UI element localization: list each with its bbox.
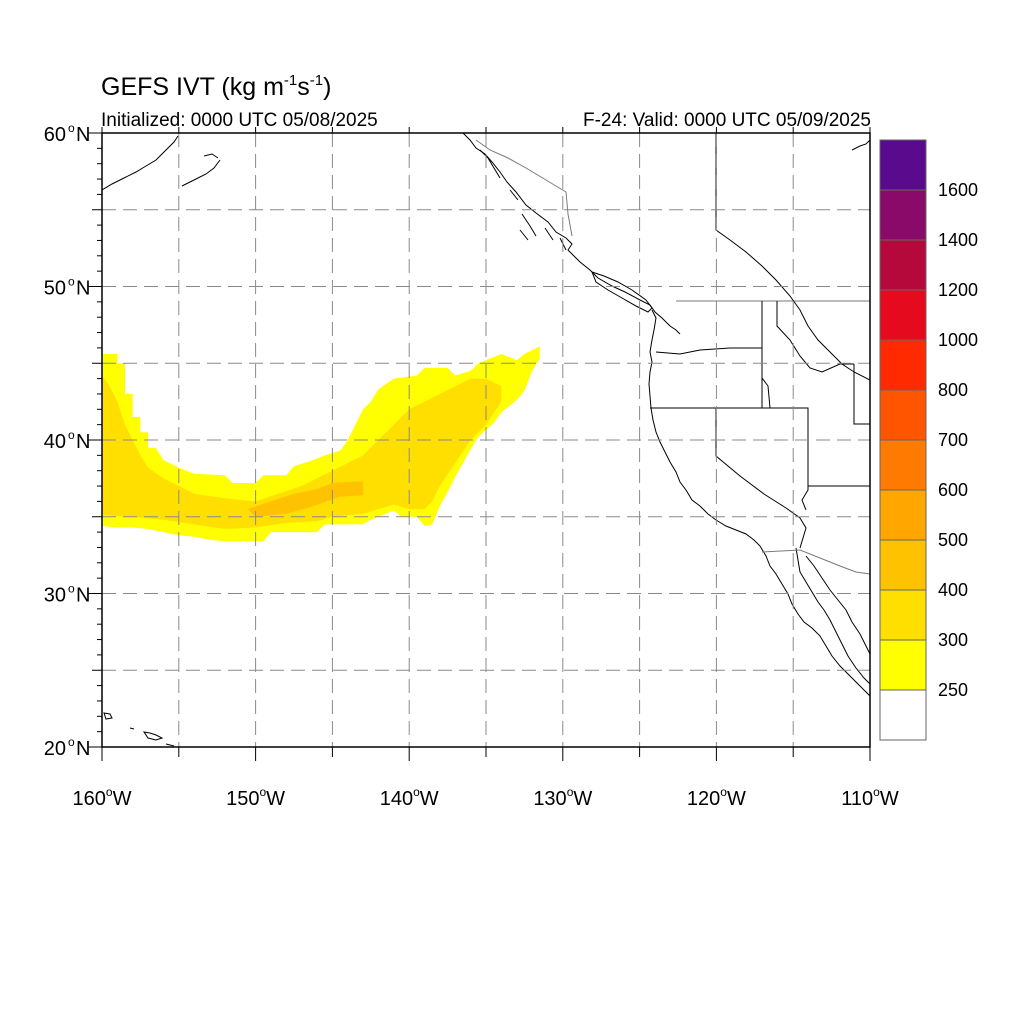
coastline-northeast-corner: [851, 139, 870, 151]
border-california-nevada: [715, 408, 807, 549]
border-us-mexico: [761, 549, 870, 575]
ivt-area-400-500: [247, 481, 364, 517]
ivt-area-300-400: [102, 375, 502, 529]
border-canada-alaska: [475, 139, 573, 237]
lat-label-hemi: N: [76, 124, 90, 146]
lat-label-hemi: N: [76, 431, 90, 453]
colorbar-bin: [879, 339, 927, 391]
lon-label-160: 160oW: [73, 785, 132, 810]
valid-time-label: F-24: Valid: 0000 UTC 05/09/2025: [583, 110, 871, 131]
lat-label-20: 20: [44, 738, 66, 760]
colorbar-bin: [879, 489, 927, 541]
axis-ticks: [88, 127, 871, 761]
lat-label-hemi: N: [76, 278, 90, 300]
colorbar-label-300: 300: [938, 630, 968, 650]
border-oregon-california: [650, 407, 870, 487]
colorbar-label-1400: 1400: [938, 230, 978, 250]
coastline-west-us: [648, 309, 870, 697]
ivt-shading: [102, 346, 540, 542]
colorbar-label-1600: 1600: [938, 180, 978, 200]
lat-label-50: 50: [44, 278, 66, 300]
lon-label-150: 150oW: [226, 785, 285, 810]
coastlines: [102, 133, 870, 747]
colorbar-bin: [879, 539, 927, 591]
lat-label-degree: o: [68, 735, 75, 749]
lat-label-degree: o: [68, 582, 75, 596]
lat-label-60: 60: [44, 124, 66, 146]
coastline-alaska-islands: [479, 149, 567, 251]
lat-label-degree: o: [68, 428, 75, 442]
colorbar-label-500: 500: [938, 530, 968, 550]
coastline-vancouver-island: [591, 271, 653, 313]
political-borders: [475, 133, 870, 575]
colorbar-bin: [879, 289, 927, 341]
coastline-hawaii: [103, 712, 175, 747]
border-utah-colorado: [853, 364, 870, 425]
map-title: GEFS IVT (kg m-1s-1): [101, 72, 332, 101]
colorbar-bin: [879, 639, 927, 691]
colorbar: 1600 1400 1200 1000 800 700 600 500 400 300 250: [879, 139, 978, 741]
coastline-baja: [795, 547, 870, 685]
lat-label-degree: o: [68, 275, 75, 289]
lat-label-degree: o: [68, 121, 75, 135]
colorbar-label-1200: 1200: [938, 280, 978, 300]
lon-label-110: 110oW: [841, 785, 899, 810]
colorbar-bin: [879, 589, 927, 641]
coastline-alaska-peninsula: [102, 135, 221, 191]
colorbar-label-1000: 1000: [938, 330, 978, 350]
coastline-alaska-bc: [462, 133, 681, 335]
colorbar-label-250: 250: [938, 680, 968, 700]
colorbar-label-700: 700: [938, 430, 968, 450]
border-alberta-bc: [715, 133, 870, 381]
colorbar-label-600: 600: [938, 480, 968, 500]
colorbar-bin: [879, 139, 927, 191]
lat-label-40: 40: [44, 431, 66, 453]
gridlines: [102, 133, 870, 747]
border-idaho-wyoming: [761, 301, 854, 408]
colorbar-bin: [879, 439, 927, 491]
colorbar-bin: [879, 389, 927, 441]
lat-label-hemi: N: [76, 585, 90, 607]
colorbar-bin: [879, 189, 927, 241]
colorbar-label-400: 400: [938, 580, 968, 600]
border-washington-oregon: [655, 347, 771, 409]
lat-label-30: 30: [44, 585, 66, 607]
colorbar-label-800: 800: [938, 380, 968, 400]
lon-label-130: 130oW: [533, 785, 592, 810]
lon-label-120: 120oW: [687, 785, 746, 810]
coastline-mexico-mainland: [805, 555, 870, 655]
colorbar-bin: [879, 689, 927, 741]
colorbar-bin: [879, 239, 927, 291]
border-nevada-utah: [801, 408, 809, 511]
initialized-label: Initialized: 0000 UTC 05/08/2025: [101, 110, 378, 131]
lat-label-hemi: N: [76, 738, 90, 760]
lon-label-140: 140oW: [380, 785, 439, 810]
